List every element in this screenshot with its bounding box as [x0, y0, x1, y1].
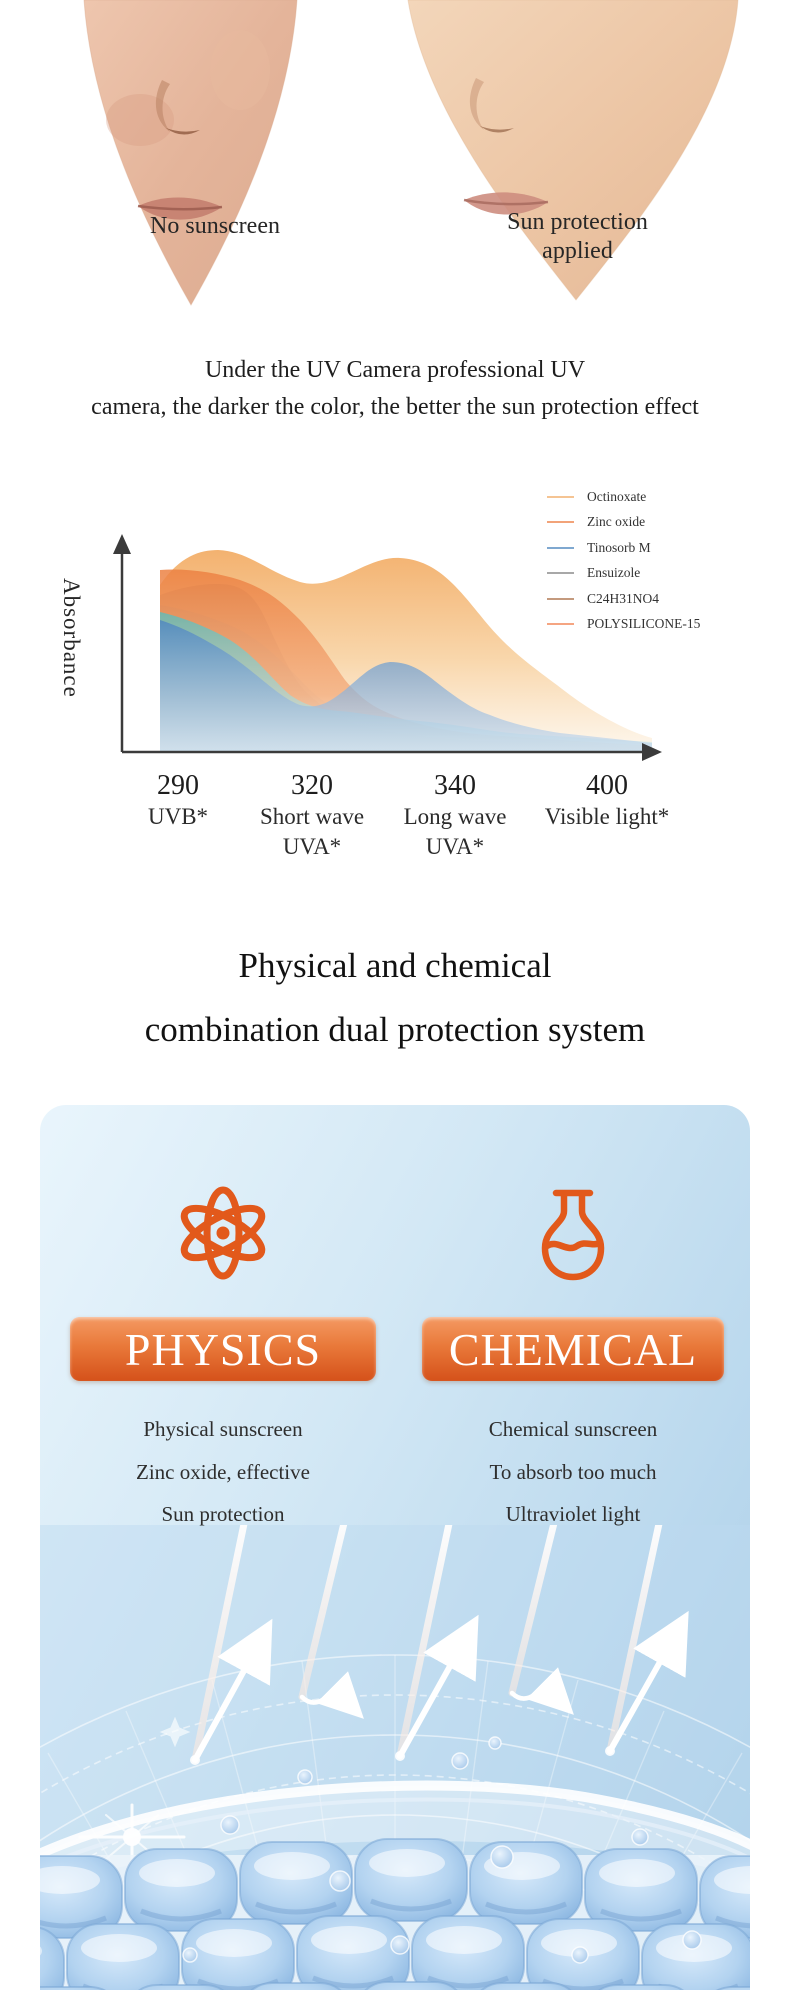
legend-item: Zinc oxide: [547, 510, 700, 536]
legend-swatch-octinoxate: [547, 495, 574, 498]
nostril: [166, 128, 200, 135]
x-axis-arrow: [642, 743, 662, 761]
uv-camera-caption: Under the UV Camera professional UV came…: [0, 352, 790, 426]
chart-area-tinosorb-m: [160, 620, 652, 753]
chemical-description: Chemical sunscreen To absorb too much Ul…: [488, 1417, 658, 1526]
heading-line2: combination dual protection system: [144, 1010, 646, 1049]
gel-bubbles: [40, 1839, 750, 1990]
heading-line1: Physical and chemical: [238, 946, 552, 985]
droplets: [182, 1736, 702, 1964]
physics-description: Physical sunscreen Zinc oxide, effective…: [136, 1417, 310, 1526]
tick-400: 400 Visible light*: [544, 770, 670, 829]
tick-320: 320 Short wave UVA*: [259, 770, 365, 859]
section-heading: Physical and chemical combination dual p…: [0, 934, 790, 1062]
glass-rim: [40, 1780, 750, 1887]
legend-swatch-tinosorb-m: [547, 546, 574, 549]
absorbance-chart: Absorbance Octinoxate Zinc oxide Tinosor…: [0, 480, 790, 880]
physics-badge-label: PHYSICS: [124, 1323, 322, 1375]
label-sun-protected-line2: applied: [542, 238, 613, 264]
nose-shadow: [469, 78, 484, 130]
nostril: [480, 126, 514, 133]
reflected-arrows: [192, 1610, 689, 1763]
atom-icon: [180, 1186, 266, 1280]
label-sun-protected: Sun protection applied: [470, 208, 685, 266]
chemical-badge-label: CHEMICAL: [448, 1323, 698, 1375]
legend-item: Ensuizole: [547, 561, 700, 587]
flask-icon: [541, 1189, 605, 1281]
legend-item: POLYSILICONE-15: [547, 612, 700, 638]
legend-swatch-polysilicone-15: [547, 623, 574, 626]
legend-item: Tinosorb M: [547, 535, 700, 561]
chart-axes: [120, 552, 644, 754]
impact-glints: [159, 1716, 615, 1765]
chart-canvas: [113, 534, 662, 761]
y-axis-label: Absorbance: [59, 578, 84, 698]
physics-column: PHYSICS Physical sunscreen Zinc oxide, e…: [70, 1183, 376, 1536]
uv-shield-illustration: [40, 1525, 750, 1990]
x-axis-tick-labels: 290 UVB* 320 Short wave UVA* 340 Long wa…: [0, 770, 790, 870]
caption-line1: Under the UV Camera professional UV: [204, 357, 586, 383]
chart-legend: Octinoxate Zinc oxide Tinosorb M Ensuizo…: [547, 484, 700, 637]
legend-swatch-zinc-oxide: [547, 521, 574, 524]
caption-line2: camera, the darker the color, the better…: [91, 394, 699, 420]
face-photo-no-sunscreen: [83, 0, 298, 307]
y-axis-arrow: [113, 534, 131, 554]
chemical-column: CHEMICAL Chemical sunscreen To absorb to…: [422, 1183, 724, 1536]
face-photo-sun-protected: [407, 0, 739, 301]
dual-protection-card: PHYSICS Physical sunscreen Zinc oxide, e…: [40, 1105, 750, 1990]
physics-badge: PHYSICS: [70, 1317, 376, 1381]
legend-item: Octinoxate: [547, 484, 700, 510]
legend-swatch-c24h31no4: [547, 597, 574, 600]
before-after-comparison: No sunscreen Sun protection applied: [0, 0, 790, 312]
tick-340: 340 Long wave UVA*: [403, 770, 507, 859]
label-no-sunscreen: No sunscreen: [150, 213, 280, 239]
legend-swatch-ensuizole: [547, 572, 574, 575]
label-sun-protected-line1: Sun protection: [507, 209, 648, 235]
tick-290: 290 UVB*: [147, 770, 209, 829]
legend-item: C24H31NO4: [547, 586, 700, 612]
nose-shadow: [155, 80, 170, 132]
chemical-badge: CHEMICAL: [422, 1317, 724, 1381]
